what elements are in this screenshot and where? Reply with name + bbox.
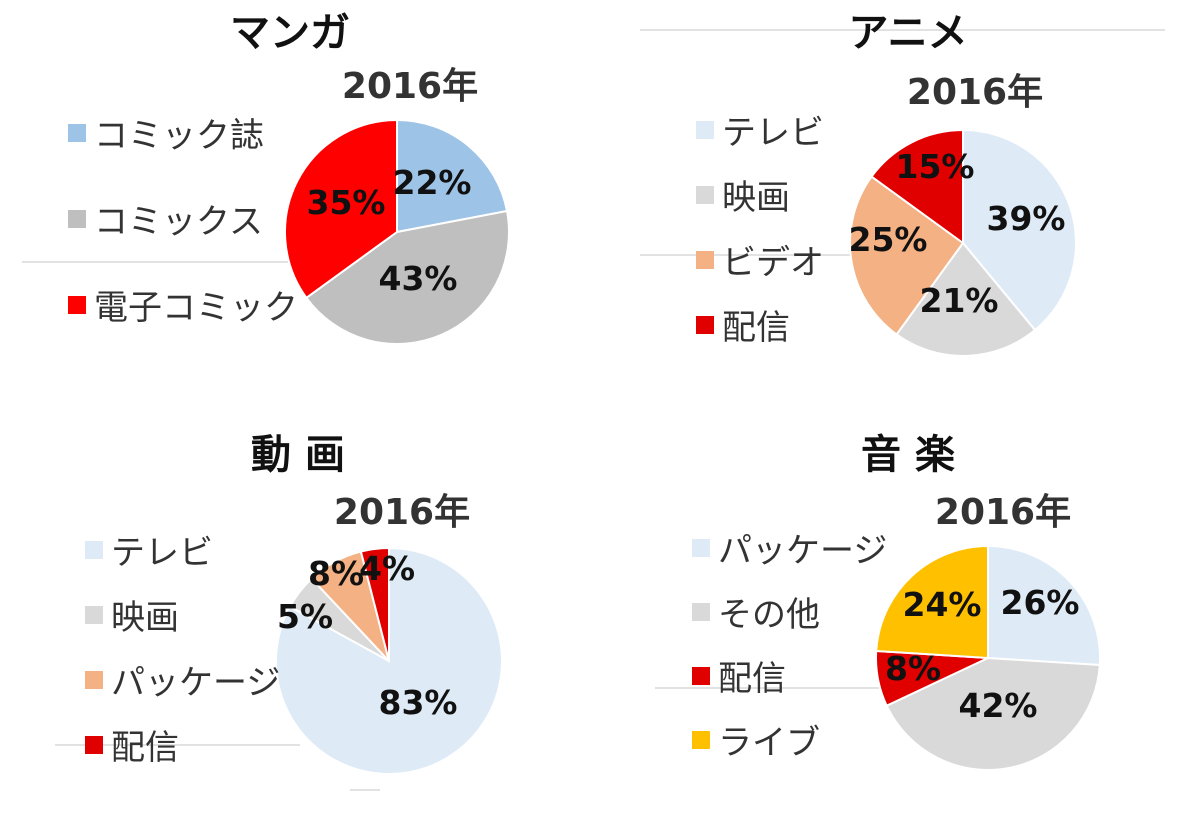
legend-swatch — [85, 736, 103, 754]
legend-label: テレビ — [722, 113, 824, 153]
pie-slice — [849, 175, 965, 336]
legend-label: 配信 — [111, 728, 179, 768]
data-label: 39% — [987, 199, 1066, 238]
legend-label: ライブ — [718, 723, 820, 763]
legend-label: コミックス — [94, 202, 263, 242]
data-label: 42% — [959, 686, 1038, 725]
legend-swatch — [696, 316, 714, 334]
pie-slice — [875, 544, 989, 660]
data-label: 4% — [359, 549, 415, 588]
legend-swatch — [692, 731, 710, 749]
pie-slice — [359, 546, 390, 662]
legend-swatch — [692, 603, 710, 621]
data-label: 26% — [1001, 583, 1080, 622]
pie-slice — [396, 118, 509, 234]
pie-slice — [962, 128, 1077, 332]
legend-label: 映画 — [111, 598, 179, 638]
legend-label: テレビ — [111, 533, 213, 573]
pie-slice — [284, 118, 398, 300]
data-label: 83% — [379, 683, 458, 722]
chart-title: 動 画 — [251, 432, 345, 478]
pie-slice — [304, 209, 510, 345]
chart-subtitle: 2016年 — [935, 492, 1071, 533]
legend-swatch — [692, 539, 710, 557]
chart-subtitle: 2016年 — [342, 66, 478, 107]
data-label: 43% — [379, 259, 458, 298]
legend-swatch — [696, 186, 714, 204]
chart-title: マンガ — [230, 10, 350, 56]
legend-swatch — [68, 124, 86, 142]
pie-slice — [885, 656, 1101, 771]
data-label: 22% — [393, 163, 472, 202]
legend-label: コミック誌 — [94, 116, 264, 156]
data-label: 25% — [849, 220, 928, 259]
legend-swatch — [68, 210, 86, 228]
legend-label: パッケージ — [111, 663, 280, 703]
data-label: 35% — [307, 183, 386, 222]
legend-swatch — [85, 671, 103, 689]
data-label: 24% — [903, 585, 982, 624]
legend-label: 映画 — [722, 178, 790, 218]
pie-manga: 22% 43% 35% — [284, 118, 510, 345]
legend-label: 配信 — [722, 308, 790, 348]
data-label: 5% — [277, 597, 333, 636]
pie-slice — [987, 544, 1101, 667]
chart-title: 音 楽 — [861, 432, 955, 478]
pie-music: 26% 42% 8% 24% — [875, 544, 1101, 771]
legend-swatch — [696, 251, 714, 269]
pie-video: 83% 5% 8%4% — [275, 546, 503, 775]
data-label: 21% — [920, 281, 999, 320]
legend-swatch — [68, 296, 86, 314]
pie-slice — [895, 241, 1037, 357]
chart-title: アニメ — [848, 10, 967, 56]
data-label: 15% — [896, 147, 975, 186]
legend-label: 電子コミック — [94, 288, 298, 328]
data-label: 8% — [308, 554, 364, 593]
legend-label: ビデオ — [722, 243, 824, 283]
legend-swatch — [696, 121, 714, 139]
pie-slice — [870, 128, 964, 245]
chart-subtitle: 2016年 — [907, 72, 1043, 113]
legend-swatch — [85, 541, 103, 559]
legend-label: 配信 — [718, 659, 786, 699]
legend-swatch — [85, 606, 103, 624]
legend-swatch — [692, 667, 710, 685]
chart-subtitle: 2016年 — [334, 492, 470, 533]
legend-label: その他 — [718, 595, 820, 635]
pie-anime: 39% 21% 25% 15% — [849, 128, 1077, 357]
data-label: 8% — [885, 649, 941, 688]
legend-label: パッケージ — [718, 531, 887, 571]
